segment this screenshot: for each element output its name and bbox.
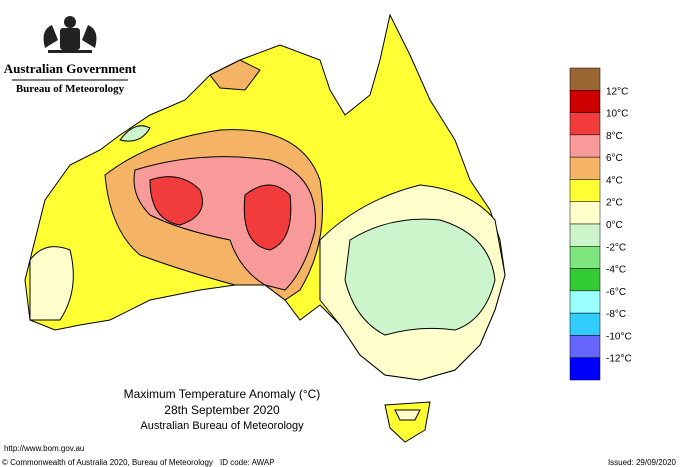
legend-swatch [569,179,601,202]
legend-label: -4°C [606,265,626,276]
legend-swatch [569,90,601,113]
legend: 12°C 10°C 8°C 6°C 4°C 2°C 0°C -2°C -4°C -6°C -8°C -… [569,67,632,381]
legend-label: -8°C [606,309,626,320]
footer-issued: Issued: 29/09/2020 [608,458,677,467]
legend-label: 4°C [606,175,623,186]
legend-swatch [569,246,601,269]
legend-swatch [569,268,601,292]
legend-label: 6°C [606,153,623,164]
legend-label: 0°C [606,220,623,231]
header-subtitle: Bureau of Meteorology [16,83,125,95]
legend-swatch [569,201,601,225]
map-date: 28th September 2020 [164,403,280,417]
footer-id-code: ID code: AWAP [220,458,275,467]
legend-label: -6°C [606,287,626,298]
header-title: Australian Government [4,61,137,76]
legend-label: -12°C [606,354,632,365]
legend-swatch [569,67,601,91]
legend-swatch [569,223,601,247]
legend-label: -2°C [606,242,626,253]
map-source: Australian Bureau of Meteorology [140,420,304,432]
map-title: Maximum Temperature Anomaly (°C) [124,387,321,401]
footer-url: http://www.bom.gov.au [4,444,84,453]
legend-label: -10°C [606,331,632,342]
australia-map [24,13,506,443]
legend-swatch [569,312,601,336]
legend-label: 10°C [606,109,628,120]
legend-swatch [569,156,601,180]
coat-of-arms [43,16,97,53]
legend-swatch [569,357,601,381]
legend-swatch [569,134,601,158]
legend-label: 8°C [606,131,623,142]
legend-swatch [569,290,601,314]
legend-swatch [569,112,601,136]
legend-swatch [569,335,601,358]
legend-label: 12°C [606,86,628,97]
footer-copyright: © Commonwealth of Australia 2020, Bureau… [2,458,213,467]
legend-label: 2°C [606,198,623,209]
